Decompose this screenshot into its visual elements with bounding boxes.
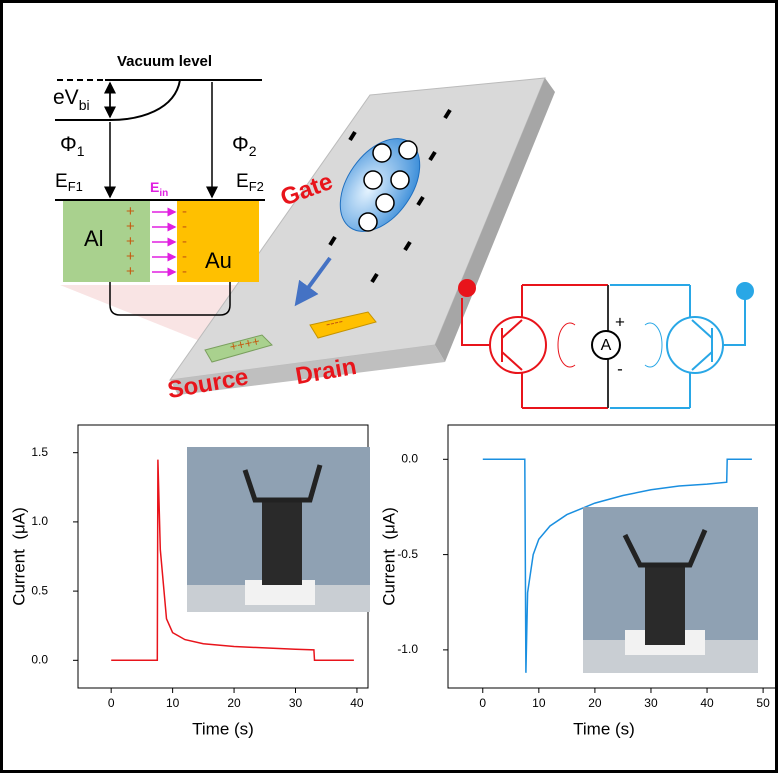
- photo-1: [187, 447, 370, 612]
- y-tick-label: 1.5: [31, 445, 48, 459]
- x-tick-label: 40: [700, 696, 714, 710]
- vacuum-label: Vacuum level: [117, 53, 212, 70]
- x-axis-label: Time (s): [192, 719, 254, 738]
- y-axis-label: Current (μA): [9, 507, 28, 606]
- x-tick-label: 0: [108, 696, 115, 710]
- x-tick-label: 30: [644, 696, 658, 710]
- x-axis-label: Time (s): [573, 719, 635, 738]
- x-tick-label: 20: [588, 696, 602, 710]
- x-tick-label: 40: [350, 696, 364, 710]
- y-tick-label: 0.0: [401, 451, 418, 465]
- y-tick-label: 1.0: [31, 514, 48, 528]
- y-tick-label: 0.0: [31, 652, 48, 666]
- red-ball: [458, 279, 476, 297]
- ammeter-label: A: [601, 337, 612, 354]
- minus-label: -: [617, 359, 623, 378]
- x-tick-label: 50: [756, 696, 770, 710]
- plus-label: +: [615, 312, 625, 331]
- minus: -: [182, 263, 187, 280]
- plus: +: [126, 263, 135, 280]
- x-tick-label: 10: [532, 696, 546, 710]
- y-tick-label: 0.5: [31, 583, 48, 597]
- page: Gate ++++ ---- Source Drain Vacuum level…: [0, 0, 778, 778]
- x-tick-label: 20: [227, 696, 241, 710]
- y-tick-label: -0.5: [397, 547, 418, 561]
- al-block: [63, 201, 150, 282]
- x-tick-label: 0: [479, 696, 486, 710]
- au-label: Au: [205, 248, 232, 273]
- y-tick-label: -1.0: [397, 642, 418, 656]
- al-label: Al: [84, 226, 104, 251]
- x-tick-label: 10: [166, 696, 180, 710]
- x-tick-label: 30: [289, 696, 303, 710]
- blue-ball: [736, 282, 754, 300]
- figure: Gate ++++ ---- Source Drain Vacuum level…: [0, 0, 778, 773]
- y-axis-label: Current (μA): [379, 507, 398, 606]
- photo-2: [583, 507, 758, 673]
